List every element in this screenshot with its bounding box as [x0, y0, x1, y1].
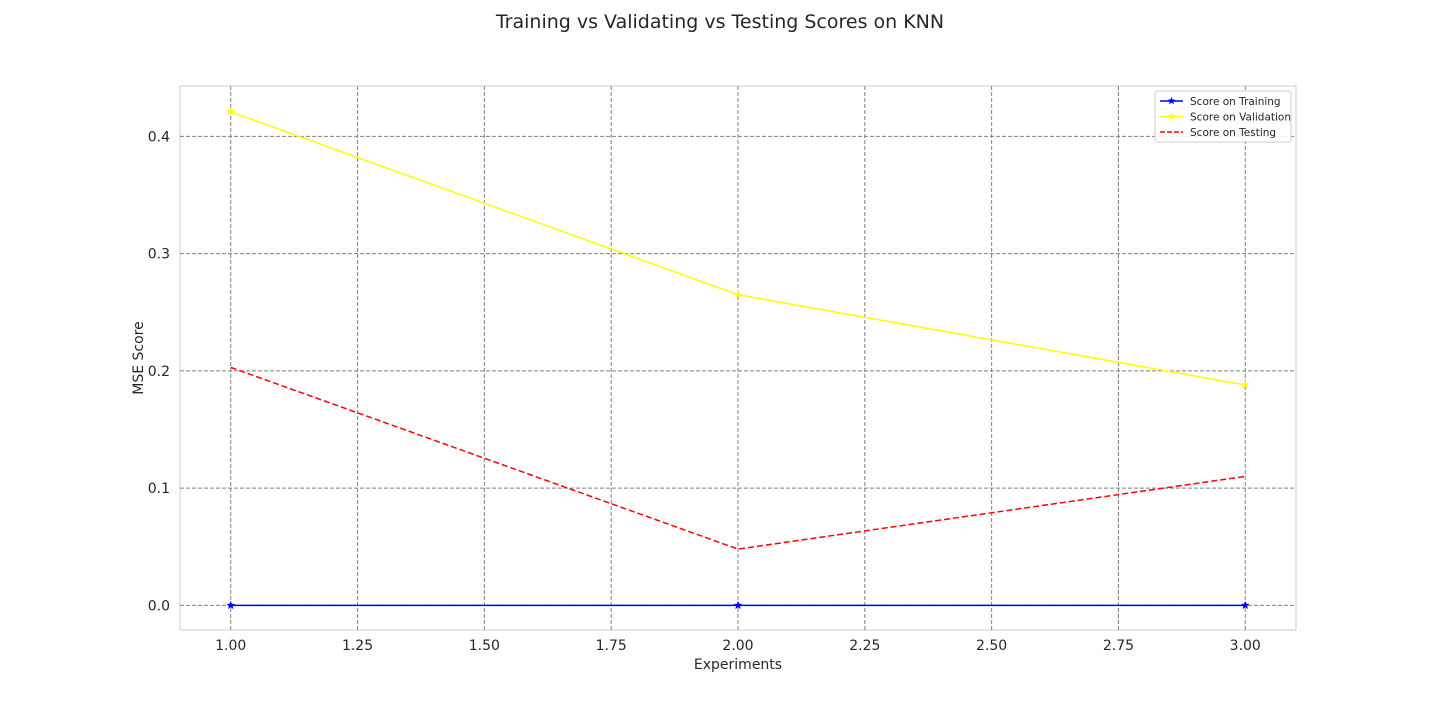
- x-tick-label: 2.25: [849, 638, 880, 654]
- series-2-point: [226, 107, 236, 116]
- tick-labels: 1.00 1.25 1.50 1.75 2.00 2.25 2.50 2.75 3.00 0.0 0…: [148, 129, 1261, 654]
- y-axis-label: MSE Score: [131, 321, 147, 394]
- legend-marker-1: [1167, 96, 1176, 105]
- x-tick-label: 3.00: [1230, 638, 1261, 654]
- series-1-point: [226, 600, 236, 610]
- y-tick-label: 0.2: [148, 364, 170, 380]
- y-tick-label: 0.1: [148, 481, 170, 497]
- y-tick-label: 0.3: [148, 247, 170, 263]
- x-tick-label: 1.75: [596, 638, 627, 654]
- x-tick-label: 1.00: [215, 638, 246, 654]
- series-lines: [226, 107, 1250, 610]
- legend-label-1: Score on Training: [1190, 96, 1281, 108]
- series-2-point: [733, 289, 743, 299]
- x-tick-label: 1.50: [469, 638, 500, 654]
- chart-title: Training vs Validating vs Testing Scores…: [495, 11, 944, 33]
- y-tick-label: 0.0: [148, 598, 170, 614]
- legend-marker-2: [1167, 112, 1176, 120]
- series-1-point: [1240, 600, 1250, 610]
- legend: Score on Training Score on Validation Scor…: [1154, 90, 1292, 143]
- legend-box: [1154, 90, 1292, 143]
- series-2-point: [1240, 380, 1250, 389]
- x-tick-label: 2.50: [976, 638, 1007, 654]
- legend-label-2: Score on Validation: [1190, 112, 1291, 124]
- y-tick-label: 0.4: [148, 129, 170, 145]
- series-1-point: [733, 600, 743, 610]
- legend-label-3: Score on Testing: [1190, 127, 1276, 139]
- x-tick-label: 2.00: [722, 638, 753, 654]
- x-axis-label: Experiments: [694, 657, 782, 673]
- x-tick-label: 1.25: [342, 638, 373, 654]
- x-tick-label: 2.75: [1103, 638, 1134, 654]
